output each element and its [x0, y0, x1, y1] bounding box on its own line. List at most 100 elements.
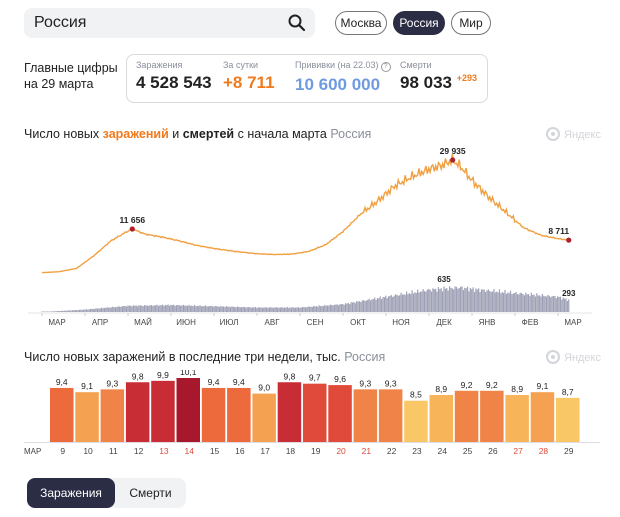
day-bar[interactable] — [505, 395, 529, 442]
tab-deaths[interactable]: Смерти — [129, 486, 172, 500]
death-bar — [396, 294, 398, 312]
day-bar[interactable] — [480, 390, 504, 442]
death-bar — [335, 304, 337, 312]
death-bar — [326, 305, 329, 312]
death-bar — [329, 304, 331, 312]
yandex-label-1: Яндекс — [564, 129, 601, 141]
day-label: 23 — [412, 446, 422, 456]
day-bar[interactable] — [100, 389, 125, 442]
death-bar — [300, 307, 302, 312]
tab-infections[interactable]: Заражения — [27, 478, 115, 508]
x-tick-label: МАР — [48, 318, 65, 327]
chart1-title: Число новых заражений и смертей с начала… — [24, 127, 371, 141]
day-label: 17 — [260, 446, 270, 456]
death-bar — [458, 288, 460, 312]
day-bar[interactable] — [75, 392, 99, 442]
death-bar — [425, 291, 427, 312]
day-bar[interactable] — [303, 383, 327, 442]
day-bar[interactable] — [277, 382, 302, 442]
death-bar — [503, 292, 505, 312]
day-label: 13 — [159, 446, 169, 456]
death-bar — [265, 307, 268, 312]
death-bar — [139, 305, 142, 312]
death-bar — [235, 307, 237, 312]
death-bar — [536, 293, 538, 312]
day-label: 25 — [463, 446, 473, 456]
death-bar — [162, 304, 164, 312]
death-bar — [356, 301, 358, 312]
death-bar — [164, 304, 166, 312]
stat-vaccinations: Прививки (на 22.03)? 10 600 000 — [295, 60, 391, 95]
three-weeks-bar-chart: 9,4 9 9,1 10 9,3 11 9,8 12 9,9 13 10,1 14 9,4 15 9,4 16… — [24, 370, 600, 456]
infection-peak-dot — [129, 226, 135, 232]
death-bar — [48, 311, 50, 312]
day-bar[interactable] — [429, 395, 454, 442]
day-bar[interactable] — [378, 389, 403, 442]
death-bar — [320, 306, 322, 312]
death-bar — [404, 294, 406, 312]
day-bar[interactable] — [353, 389, 378, 442]
death-bar — [372, 299, 374, 312]
day-bar[interactable] — [176, 378, 201, 442]
death-bar — [433, 289, 435, 312]
death-bar — [200, 306, 203, 312]
death-bar — [368, 298, 370, 312]
day-bar[interactable] — [201, 387, 226, 442]
death-bar — [293, 307, 295, 312]
day-label: 16 — [235, 446, 245, 456]
death-bar — [457, 288, 459, 312]
death-bar — [166, 305, 168, 312]
day-bar[interactable] — [556, 397, 580, 442]
death-bar — [439, 289, 441, 312]
stat-deaths-delta: +293 — [456, 73, 478, 83]
day-bar[interactable] — [125, 382, 150, 442]
death-bar — [94, 308, 96, 312]
help-icon[interactable]: ? — [380, 62, 391, 72]
death-bar — [519, 292, 521, 312]
day-bar[interactable] — [151, 380, 175, 442]
search-input[interactable]: Россия — [24, 8, 315, 38]
death-bar — [514, 293, 516, 312]
death-peak-label: 293 — [562, 289, 576, 298]
region-tab-moscow[interactable]: Москва — [335, 11, 387, 35]
day-bar-value: 9,3 — [106, 378, 118, 388]
death-bar — [170, 304, 172, 312]
death-bar — [410, 294, 412, 312]
infection-peak-label: 29 935 — [440, 146, 466, 156]
region-tab-world[interactable]: Мир — [451, 11, 491, 35]
death-bar — [497, 292, 499, 312]
death-bar — [435, 288, 437, 312]
death-bar — [541, 293, 544, 312]
death-bar — [195, 306, 197, 312]
stat-deaths-label: Смерти — [400, 60, 432, 70]
death-bar — [234, 306, 236, 312]
death-bar — [490, 291, 492, 312]
death-bar — [84, 309, 86, 312]
day-bar[interactable] — [530, 392, 555, 442]
death-bar — [85, 309, 87, 312]
search-icon[interactable] — [287, 13, 307, 33]
death-bar — [365, 300, 367, 312]
day-bar-value: 9,8 — [132, 371, 144, 381]
day-bar[interactable] — [252, 393, 276, 442]
x-tick-label: ДЕК — [436, 318, 452, 327]
death-bar — [116, 306, 118, 312]
region-tab-russia[interactable]: Россия — [393, 11, 445, 35]
death-bar — [400, 292, 402, 312]
day-bar[interactable] — [404, 400, 428, 442]
day-bar[interactable] — [454, 390, 479, 442]
day-bar-value: 9,4 — [56, 377, 68, 387]
day-label: 12 — [134, 446, 144, 456]
death-bar — [60, 310, 63, 312]
death-bar — [191, 305, 193, 312]
death-bar — [361, 300, 363, 312]
death-bar — [475, 288, 477, 312]
day-bar-value: 9,2 — [486, 380, 498, 390]
death-bar — [62, 310, 64, 312]
day-bar[interactable] — [328, 385, 352, 442]
day-bar[interactable] — [50, 387, 74, 442]
day-bar-value: 8,7 — [562, 387, 574, 397]
day-bar[interactable] — [227, 387, 251, 442]
death-bar — [231, 306, 233, 312]
death-bar — [385, 295, 387, 312]
